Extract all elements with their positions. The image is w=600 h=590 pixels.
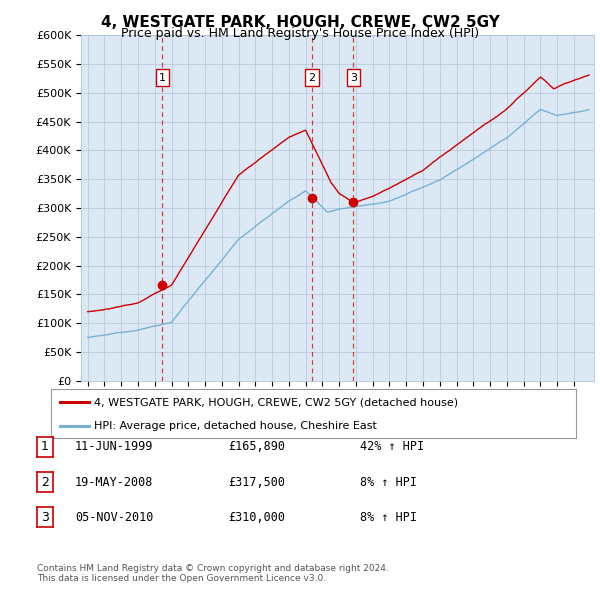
Text: 1: 1 bbox=[41, 440, 49, 453]
Text: 4, WESTGATE PARK, HOUGH, CREWE, CW2 5GY: 4, WESTGATE PARK, HOUGH, CREWE, CW2 5GY bbox=[101, 15, 499, 30]
Text: Contains HM Land Registry data © Crown copyright and database right 2024.
This d: Contains HM Land Registry data © Crown c… bbox=[37, 563, 389, 583]
Text: HPI: Average price, detached house, Cheshire East: HPI: Average price, detached house, Ches… bbox=[94, 421, 377, 431]
Text: 3: 3 bbox=[41, 511, 49, 524]
Text: 1: 1 bbox=[158, 73, 166, 83]
Text: 19-MAY-2008: 19-MAY-2008 bbox=[75, 476, 154, 489]
Text: 2: 2 bbox=[308, 73, 316, 83]
Text: 8% ↑ HPI: 8% ↑ HPI bbox=[360, 511, 417, 524]
Text: 42% ↑ HPI: 42% ↑ HPI bbox=[360, 440, 424, 453]
Text: 2: 2 bbox=[41, 476, 49, 489]
Text: 11-JUN-1999: 11-JUN-1999 bbox=[75, 440, 154, 453]
Text: 4, WESTGATE PARK, HOUGH, CREWE, CW2 5GY (detached house): 4, WESTGATE PARK, HOUGH, CREWE, CW2 5GY … bbox=[94, 398, 458, 408]
Text: £165,890: £165,890 bbox=[228, 440, 285, 453]
Text: 3: 3 bbox=[350, 73, 357, 83]
Text: £317,500: £317,500 bbox=[228, 476, 285, 489]
Text: Price paid vs. HM Land Registry's House Price Index (HPI): Price paid vs. HM Land Registry's House … bbox=[121, 27, 479, 40]
Text: 05-NOV-2010: 05-NOV-2010 bbox=[75, 511, 154, 524]
Text: £310,000: £310,000 bbox=[228, 511, 285, 524]
Text: 8% ↑ HPI: 8% ↑ HPI bbox=[360, 476, 417, 489]
